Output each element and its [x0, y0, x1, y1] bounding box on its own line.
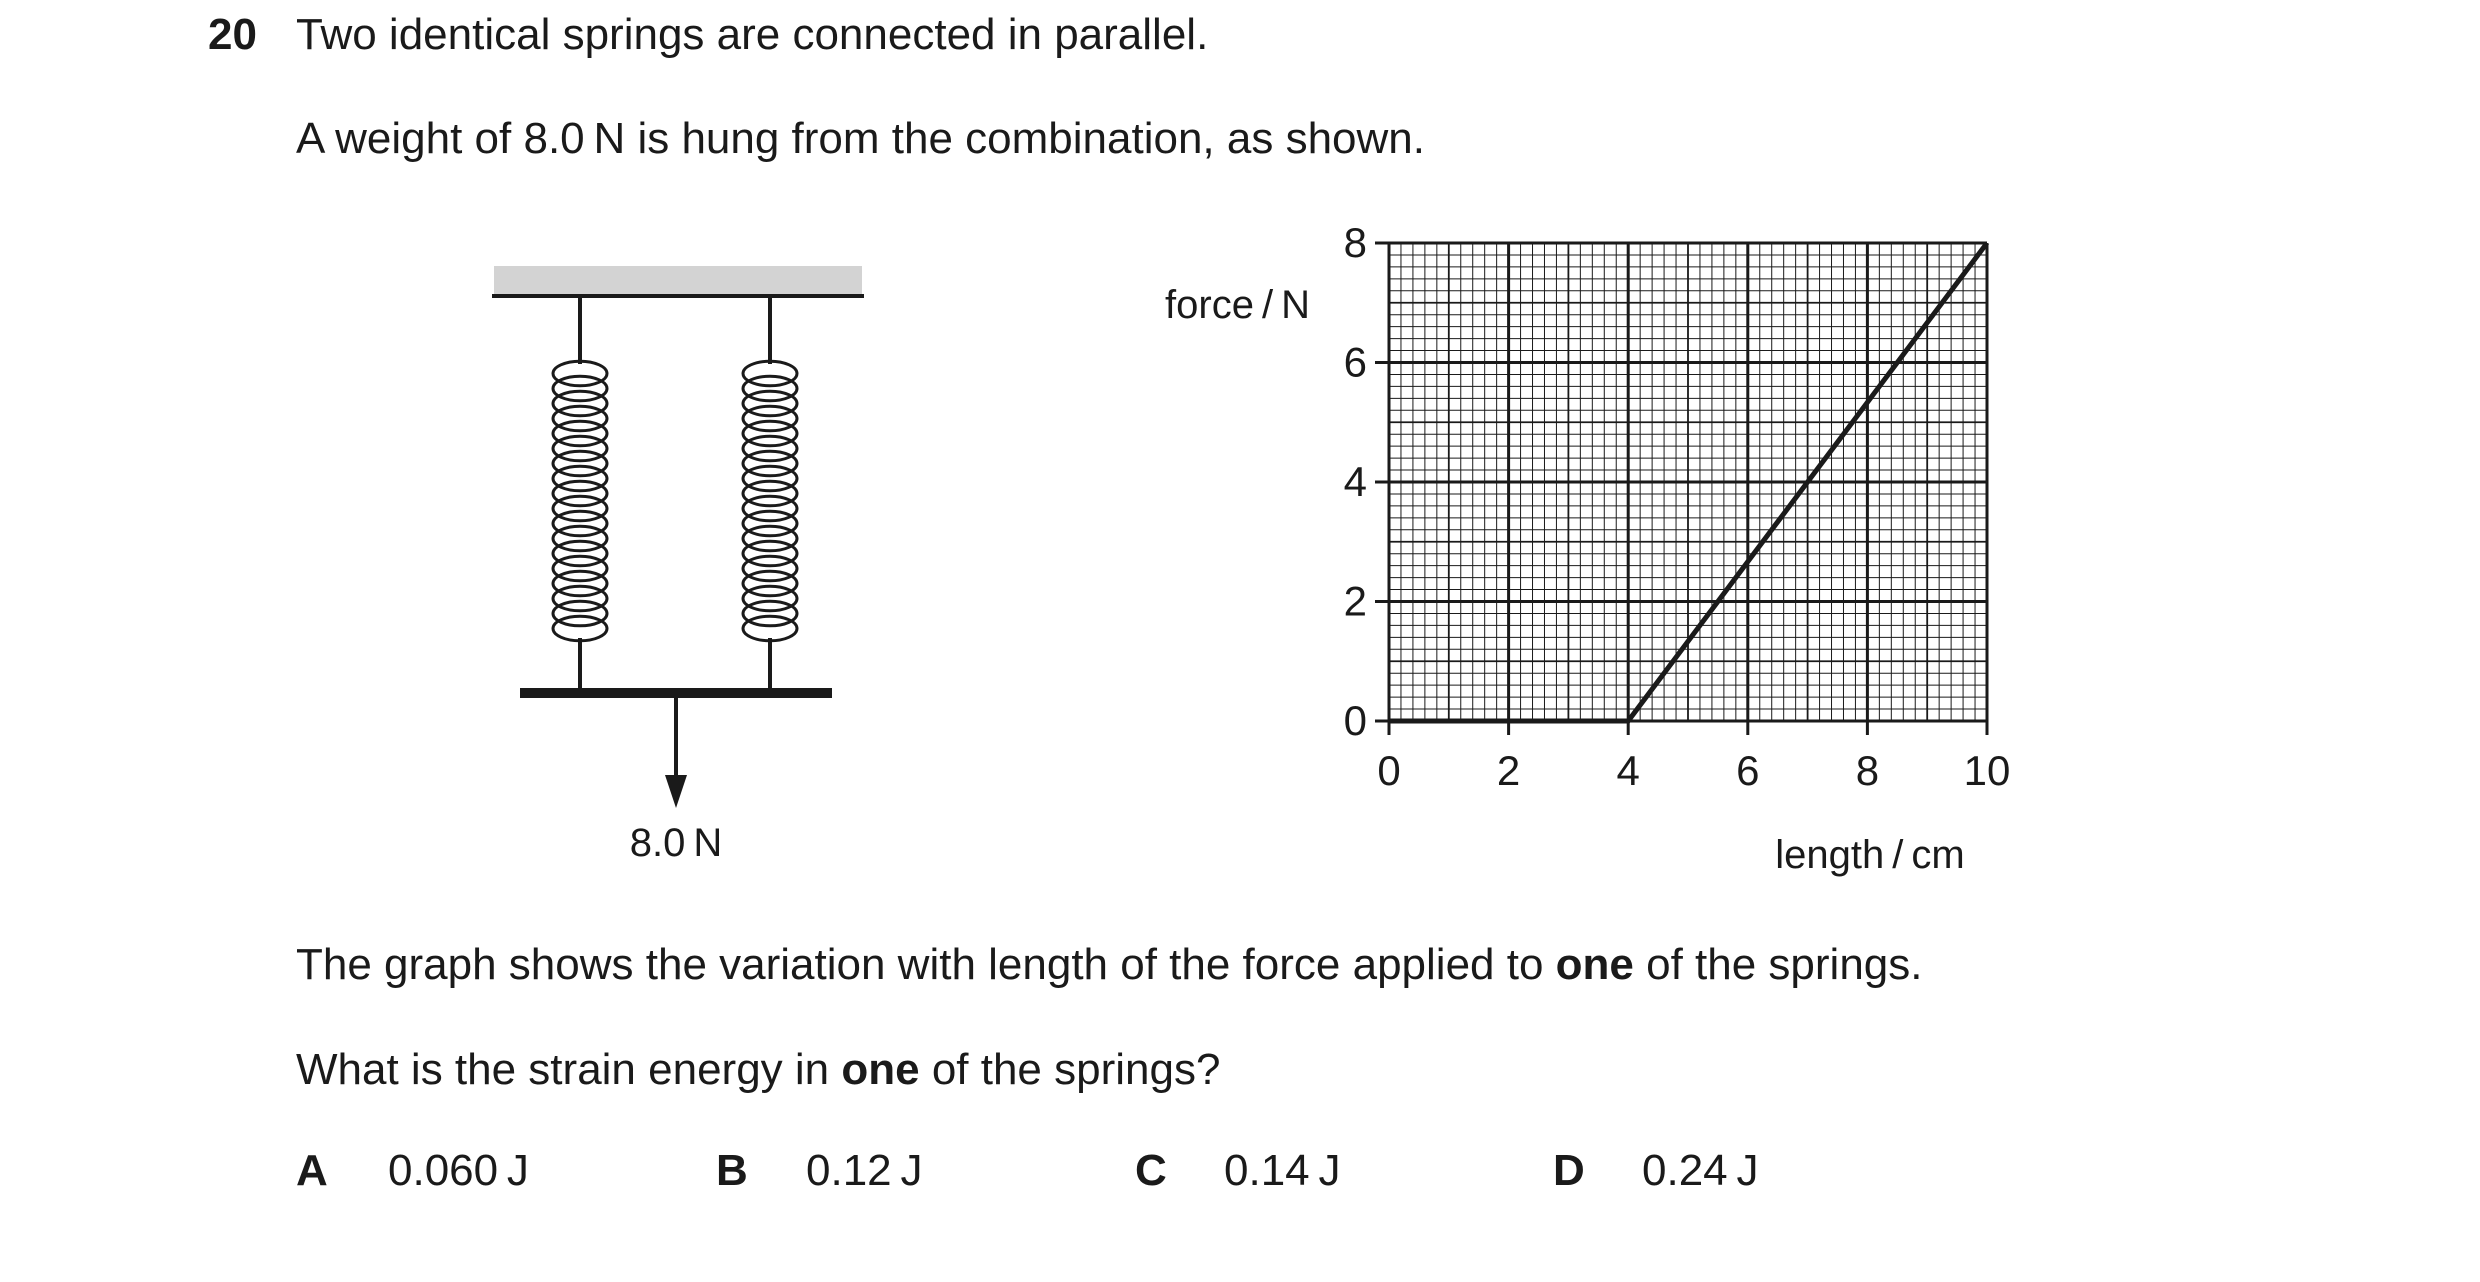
- question-prompt-end: of the springs?: [919, 1045, 1221, 1094]
- option-a-value: 0.060 J: [388, 1146, 529, 1195]
- question-prompt-emphasis: one: [841, 1045, 920, 1094]
- ceiling-support: [494, 266, 862, 296]
- axis-tick-labels: 0 2 4 6 8 10 0 2 4 6 8: [1344, 219, 2011, 794]
- y-tick-label: 6: [1344, 339, 1367, 386]
- x-tick-label: 6: [1736, 747, 1759, 794]
- option-d-value: 0.24 J: [1642, 1146, 1759, 1195]
- y-axis-label: force / N: [1165, 283, 1310, 327]
- spring-coil: [551, 569, 609, 598]
- bottom-bar: [520, 688, 832, 698]
- x-tick-label: 4: [1617, 747, 1640, 794]
- spring-coil: [741, 524, 799, 553]
- spring-coil: [741, 434, 799, 463]
- x-tick-label: 10: [1964, 747, 2011, 794]
- option-c-letter: C: [1135, 1146, 1167, 1195]
- spring-coil: [551, 434, 609, 463]
- grid-minor: [1389, 243, 1987, 721]
- graph-description-end: of the springs.: [1633, 940, 1923, 989]
- spring-coil: [741, 539, 799, 568]
- y-tick-label: 0: [1344, 697, 1367, 744]
- spring-coil: [551, 494, 609, 523]
- spring-coil: [741, 449, 799, 478]
- spring-coil: [741, 614, 799, 643]
- spring-coil: [741, 374, 799, 403]
- graph-description-emphasis: one: [1555, 940, 1634, 989]
- graph-description-start: The graph shows the variation with lengt…: [296, 940, 1556, 989]
- spring-coil: [741, 554, 799, 583]
- spring-coil: [551, 584, 609, 613]
- spring-coil: [741, 479, 799, 508]
- option-b-value: 0.12 J: [806, 1146, 923, 1195]
- x-axis-label: length / cm: [1775, 833, 1964, 877]
- x-tick-label: 8: [1856, 747, 1879, 794]
- x-tick-label: 0: [1377, 747, 1400, 794]
- question-setup: A weight of 8.0 N is hung from the combi…: [296, 114, 1425, 163]
- spring-coil: [551, 599, 609, 628]
- spring-coil: [741, 584, 799, 613]
- option-d-letter: D: [1553, 1146, 1585, 1195]
- option-b-letter: B: [716, 1146, 748, 1195]
- spring-coil: [551, 449, 609, 478]
- spring-coil: [741, 419, 799, 448]
- spring-coil: [741, 464, 799, 493]
- weight-arrow-head: [665, 775, 687, 808]
- y-tick-label: 8: [1344, 219, 1367, 266]
- question-number: 20: [208, 10, 257, 59]
- left-spring: [551, 296, 609, 694]
- spring-coil: [551, 614, 609, 643]
- spring-coil: [741, 599, 799, 628]
- spring-coil: [551, 389, 609, 418]
- spring-coil: [551, 524, 609, 553]
- spring-coil: [551, 554, 609, 583]
- force-length-line: [1389, 241, 1989, 724]
- question-prompt-start: What is the strain energy in: [296, 1045, 842, 1094]
- spring-coil: [741, 569, 799, 598]
- spring-coil: [551, 404, 609, 433]
- spring-coil: [551, 359, 609, 388]
- axis-ticks: [1375, 241, 1989, 735]
- y-tick-label: 2: [1344, 578, 1367, 625]
- question-intro: Two identical springs are connected in p…: [296, 10, 1209, 59]
- spring-coil: [551, 509, 609, 538]
- question-prompt: What is the strain energy in one of the …: [296, 1045, 1220, 1095]
- y-tick-label: 4: [1344, 458, 1367, 505]
- weight-label: 8.0 N: [630, 821, 723, 865]
- spring-coil: [551, 374, 609, 403]
- x-tick-label: 2: [1497, 747, 1520, 794]
- spring-coil: [741, 359, 799, 388]
- spring-coil: [551, 479, 609, 508]
- spring-coil: [741, 494, 799, 523]
- spring-coil: [741, 389, 799, 418]
- spring-coil: [551, 419, 609, 448]
- option-c-value: 0.14 J: [1224, 1146, 1341, 1195]
- spring-coil: [741, 509, 799, 538]
- spring-coil: [551, 464, 609, 493]
- spring-coil: [551, 539, 609, 568]
- graph-description: The graph shows the variation with lengt…: [296, 940, 1923, 990]
- right-spring: [741, 296, 799, 694]
- option-a-letter: A: [296, 1146, 328, 1195]
- spring-coil: [741, 404, 799, 433]
